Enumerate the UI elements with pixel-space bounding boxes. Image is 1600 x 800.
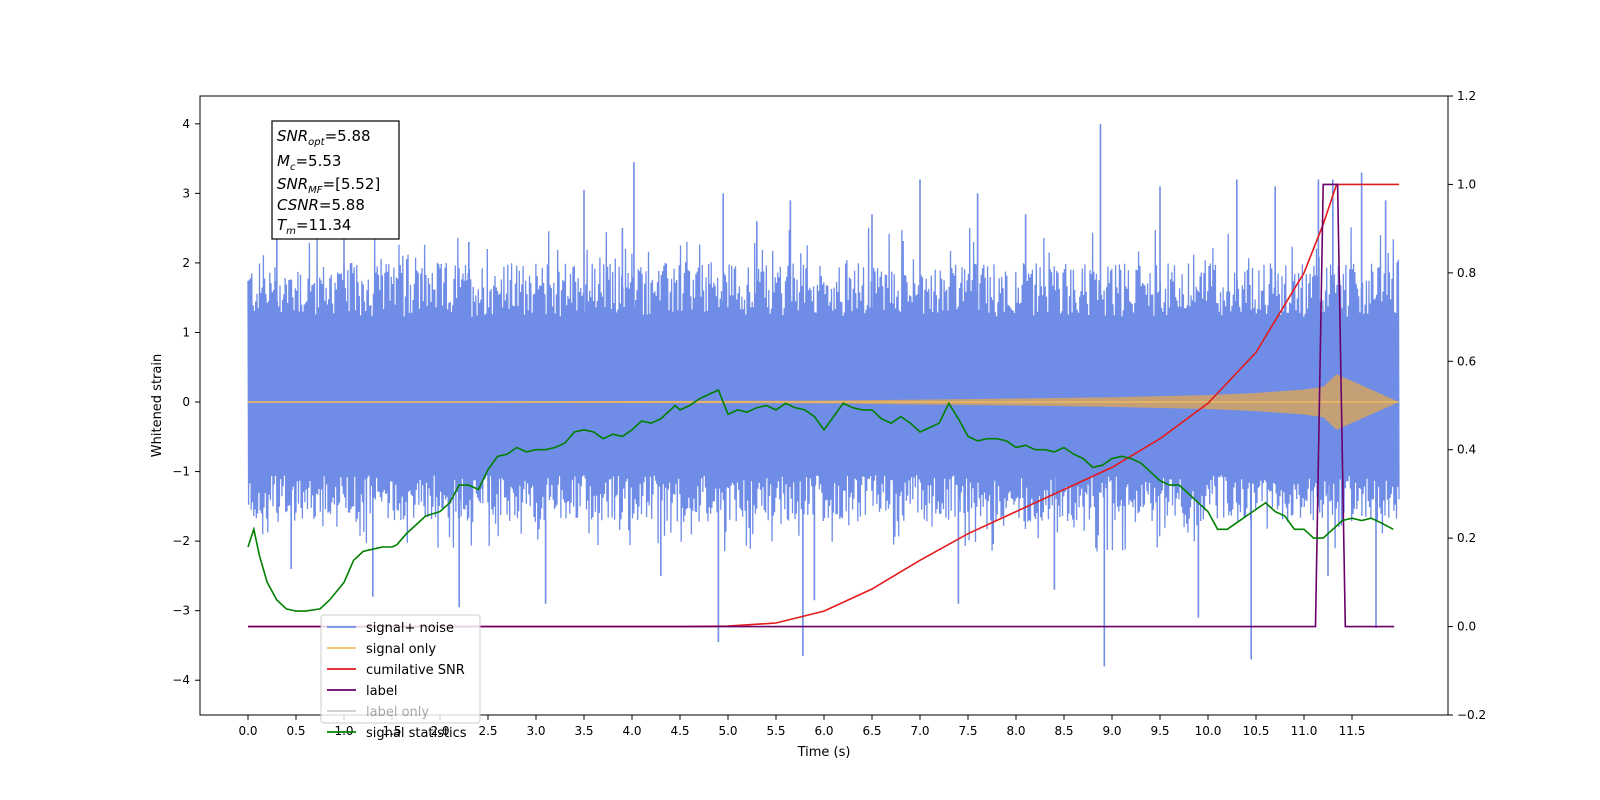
annotation-frame: [271, 120, 400, 240]
annotation-line-4: Tm=11.34: [277, 216, 351, 237]
x-tick-label-19: 9.5: [1150, 724, 1169, 738]
y-right-tick-label-3: 0.4: [1457, 443, 1476, 457]
legend-label-3: label: [366, 684, 397, 699]
x-axis-label: Time (s): [797, 745, 851, 760]
legend-label-4: label only: [366, 705, 429, 720]
x-tick-label-22: 11.0: [1291, 724, 1318, 738]
x-tick-label-21: 10.5: [1243, 724, 1270, 738]
x-tick-label-8: 4.0: [622, 724, 641, 738]
legend-label-2: cumilative SNR: [366, 663, 465, 678]
legend-label-5: signal statistics: [366, 726, 467, 741]
ticks: 0.0 0.5 1.0 1.5 2.0 2.5 3.0 3.5 4.0 4.5 5.0 5.5 6.0 6…: [172, 89, 1486, 738]
legend-label-0: signal+ noise: [366, 621, 454, 636]
y-left-tick-label-2: −2: [172, 534, 190, 548]
annotation-line-1: Mc=5.53: [277, 152, 341, 173]
x-tick-label-3: 1.5: [382, 724, 401, 738]
plot-area: [247, 123, 1400, 667]
y-left-tick-label-6: 2: [182, 256, 190, 270]
x-tick-label-1: 0.5: [286, 724, 305, 738]
y-right-tick-label-0: −0.2: [1457, 708, 1486, 722]
series-label: [248, 183, 1395, 628]
x-tick-label-16: 8.0: [1006, 724, 1025, 738]
y-right-tick-label-4: 0.6: [1457, 354, 1476, 368]
x-tick-label-12: 6.0: [814, 724, 833, 738]
x-tick-label-7: 3.5: [574, 724, 593, 738]
x-tick-label-0: 0.0: [238, 724, 257, 738]
x-tick-label-2: 1.0: [334, 724, 353, 738]
annotation-line-0: SNRopt=5.88: [277, 127, 371, 148]
y-right-tick-label-1: 0.0: [1457, 620, 1476, 634]
legend: signal+ noise signal only cumilative SNR la…: [320, 614, 481, 741]
x-tick-label-11: 5.5: [766, 724, 785, 738]
x-tick-label-20: 10.0: [1195, 724, 1222, 738]
x-tick-label-4: 2.0: [430, 724, 449, 738]
annotation-line-3: CSNR=5.88: [277, 196, 365, 214]
y-right-tick-label-5: 0.8: [1457, 266, 1476, 280]
series-signal-statistics: [247, 388, 1394, 612]
x-tick-label-17: 8.5: [1054, 724, 1073, 738]
x-tick-label-13: 6.5: [862, 724, 881, 738]
y-left-tick-label-1: −3: [172, 604, 190, 618]
x-tick-label-10: 5.0: [718, 724, 737, 738]
y-axis-label: Whitened strain: [150, 354, 165, 457]
x-tick-label-9: 4.5: [670, 724, 689, 738]
y-left-tick-label-3: −1: [172, 465, 190, 479]
legend-frame: [320, 614, 481, 724]
x-tick-label-5: 2.5: [478, 724, 497, 738]
y-right-tick-label-7: 1.2: [1457, 89, 1476, 103]
y-right-tick-label-6: 1.0: [1457, 177, 1476, 191]
x-tick-label-23: 11.5: [1339, 724, 1366, 738]
y-left-tick-label-7: 3: [182, 186, 190, 200]
x-tick-label-18: 9.0: [1102, 724, 1121, 738]
y-left-tick-label-4: 0: [182, 395, 190, 409]
x-tick-label-6: 3.0: [526, 724, 545, 738]
annotation-line-2: SNRMF=[5.52]: [277, 175, 380, 196]
y-left-tick-label-0: −4: [172, 673, 190, 687]
y-left-tick-label-8: 4: [182, 117, 190, 131]
x-tick-label-14: 7.0: [910, 724, 929, 738]
y-left-tick-label-5: 1: [182, 325, 190, 339]
series-signal-noise: [247, 227, 1400, 552]
x-tick-label-15: 7.5: [958, 724, 977, 738]
y-right-tick-label-2: 0.2: [1457, 531, 1476, 545]
legend-label-1: signal only: [366, 642, 436, 657]
